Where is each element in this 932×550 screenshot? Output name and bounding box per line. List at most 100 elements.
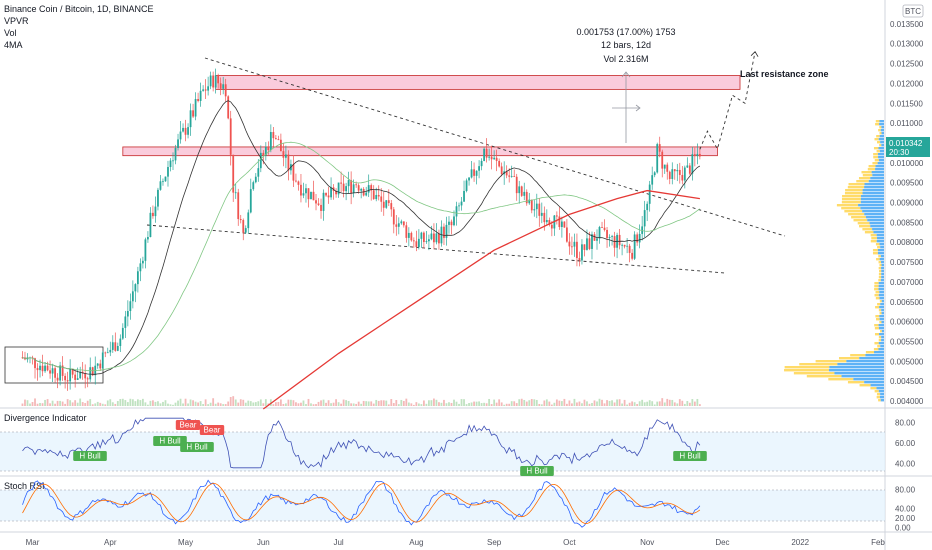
volume-profile-bar [875,306,880,309]
volume-profile-bar [881,264,884,267]
volume-profile-bar [880,255,884,258]
volume-bar [483,402,486,406]
divergence-tick-label: 80.00 [895,418,916,427]
volume-profile-bar [876,393,881,396]
volume-bar [453,399,455,406]
stoch-title[interactable]: Stoch RSI [4,481,45,491]
volume-profile-bar [836,204,859,207]
volume-bar [330,403,332,406]
volume-bar [603,403,606,406]
volume-bar [322,399,325,406]
candle-body [86,378,89,380]
volume-bar [305,404,307,406]
candle-body [159,181,162,190]
candle-body [468,177,470,181]
candle-body [691,154,694,174]
stoch-tick-label: 80.00 [895,486,916,495]
candle-body [44,365,46,372]
volume-bar [287,399,290,406]
h-bull-signal-text: H Bull [79,452,101,461]
candles-layer[interactable] [21,68,701,391]
candle-body [116,346,119,351]
candle-body [79,371,82,379]
divergence-rsi-line [22,417,701,469]
candle-body [249,189,252,213]
volume-profile-bar [879,264,882,267]
volume-profile-bar [879,330,882,333]
candle-body [46,365,49,371]
candle-body [277,139,280,141]
volume-profile-bar [867,168,876,171]
volume-bar [523,399,526,406]
projection-arrowhead [750,50,759,57]
volume-profile-bar [880,141,884,144]
volume-profile-bar [875,165,884,168]
volume-profile-bar [864,183,884,186]
candle-body [448,221,450,225]
candle-body [483,148,486,161]
volume-profile-bar [878,156,884,159]
price-axis[interactable]: 0.013500 0.013000 0.012500 0.012000 0.011500… [890,20,924,406]
indicator-vpvr[interactable]: VPVR [4,16,29,26]
divergence-title[interactable]: Divergence Indicator [4,413,87,423]
volume-bar [410,403,413,406]
volume-bar [189,399,192,406]
price-tick-label: 0.013500 [890,20,924,29]
indicator-vol[interactable]: Vol [4,28,17,38]
candle-body [34,358,36,369]
candle-body [267,146,270,150]
candle-body [485,148,488,158]
volume-bar [119,399,122,406]
volume-bar [400,399,403,406]
volume-bar [134,401,137,406]
volume-bar [488,398,491,406]
candle-body [262,152,265,156]
volume-profile-bar [876,150,880,153]
volume-bar [36,403,39,406]
volume-bar [422,400,425,406]
candle-body [565,227,568,242]
candle-body [164,176,167,182]
volume-profile-bar [844,210,863,213]
volume-bar [249,401,252,406]
volume-profile-bar [878,279,881,282]
time-axis[interactable]: Mar Apr May Jun Jul Aug Sep Oct Nov Dec 2022 Feb [26,538,886,547]
candle-body [350,180,353,194]
volume-bar [683,403,686,406]
candle-body [661,151,664,169]
descending-trendline[interactable] [204,57,786,237]
volume-bar [533,399,536,406]
volume-profile-bar [864,381,884,384]
candle-body [179,131,182,140]
volume-profile-bar [881,273,884,276]
candle-body [187,127,189,135]
volume-bar [295,402,297,406]
indicator-4ma[interactable]: 4MA [4,40,23,50]
volume-bar [500,402,503,406]
candle-body [149,212,152,238]
volume-profile-bar [880,303,884,306]
volume-bar [485,403,488,406]
volume-bar [395,400,398,406]
candle-body [598,227,601,239]
volume-profile-bar [878,261,882,264]
volume-bar [152,400,154,406]
volume-profile-bar [842,195,861,198]
volume-profile-bar [874,159,879,162]
volume-bar [217,402,220,406]
candle-body [259,152,262,169]
volume-profile-bar [837,363,884,366]
main-pane[interactable] [0,0,885,408]
volume-profile-bar [864,186,884,189]
candle-body [282,151,285,158]
projection-path[interactable] [699,50,759,151]
candle-body [134,284,137,292]
currency-badge[interactable] [902,4,924,18]
volume-bar [86,400,89,406]
candle-body [357,185,360,191]
candle-body [152,212,154,217]
volume-profile-bar [877,249,884,252]
volume-bar [141,398,144,406]
volume-bar [688,402,691,406]
